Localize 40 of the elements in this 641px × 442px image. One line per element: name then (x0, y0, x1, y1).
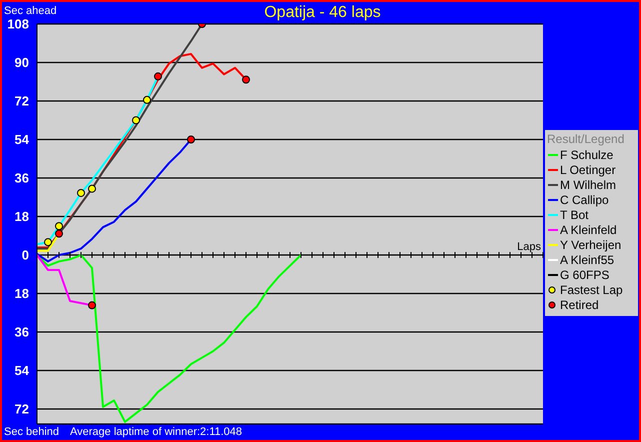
legend-label: Fastest Lap (560, 282, 623, 296)
text: Average laptime of winner:2:11.048 (70, 426, 242, 438)
y-tick-label: 18 (14, 286, 29, 302)
legend-label: A Kleinf55 (560, 252, 614, 266)
y-tick-label: 108 (7, 16, 29, 32)
y-tick-label: 36 (14, 324, 29, 340)
y-tick-label: 18 (14, 209, 29, 224)
line-series (37, 254, 302, 423)
point (88, 301, 96, 310)
legend-label: Retired (560, 298, 599, 312)
y-tick-label: 72 (14, 402, 29, 417)
point (154, 72, 162, 80)
legend-title: Result/Legend (547, 132, 626, 146)
point (187, 136, 195, 144)
text: Sec behind (4, 426, 60, 438)
y-tick-label: 54 (14, 363, 30, 378)
legend-label: A Kleinfeld (560, 222, 617, 236)
y-tick-label: 90 (14, 55, 29, 70)
point (132, 116, 140, 124)
y-axis-title: Sec ahead (4, 5, 57, 17)
legend-label: F Schulze (560, 148, 614, 162)
point (55, 222, 63, 230)
legend-label: C Callipo (560, 192, 609, 206)
legend-label: Y Verheijen (560, 238, 622, 252)
y-tick-label: 0 (22, 248, 29, 263)
legend-label: G 60FPS (560, 268, 610, 282)
chart-title: Opatija - 46 laps (264, 4, 381, 21)
point (55, 230, 63, 238)
legend-label: M Wilhelm (560, 178, 616, 192)
y-tick-label: 72 (14, 94, 29, 109)
point (242, 76, 250, 84)
point (77, 188, 85, 197)
point (143, 96, 151, 104)
point (88, 184, 96, 193)
y-tick-label: 36 (14, 170, 29, 186)
point (44, 238, 52, 246)
x-axis-title: Laps (517, 241, 542, 254)
y-tick-label: 54 (14, 132, 30, 148)
legend-label: T Bot (560, 208, 588, 222)
legend-label: L Oetinger (560, 162, 616, 176)
